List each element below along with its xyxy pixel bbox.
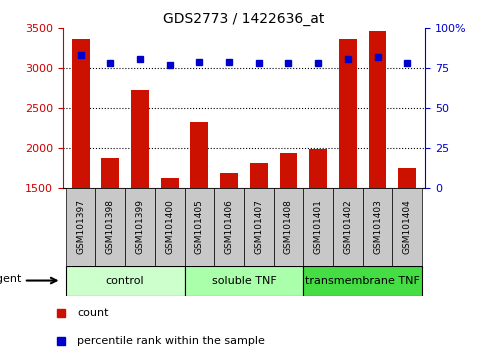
Text: GSM101406: GSM101406	[225, 199, 234, 254]
Text: GSM101403: GSM101403	[373, 199, 382, 254]
Bar	[125, 188, 155, 266]
Bar	[161, 178, 179, 307]
Bar	[309, 149, 327, 307]
Bar	[303, 188, 333, 266]
Text: GSM101407: GSM101407	[254, 199, 263, 254]
Text: percentile rank within the sample: percentile rank within the sample	[77, 336, 265, 347]
Title: GDS2773 / 1422636_at: GDS2773 / 1422636_at	[163, 12, 325, 26]
Text: GSM101399: GSM101399	[136, 199, 144, 254]
Bar	[155, 188, 185, 266]
Bar	[333, 188, 363, 266]
Text: GSM101408: GSM101408	[284, 199, 293, 254]
Text: agent: agent	[0, 274, 22, 284]
Bar	[369, 31, 386, 307]
Bar	[339, 40, 357, 307]
Bar	[250, 163, 268, 307]
Bar	[244, 188, 273, 266]
Text: GSM101405: GSM101405	[195, 199, 204, 254]
Bar	[363, 188, 392, 266]
Bar	[96, 188, 125, 266]
Bar	[131, 91, 149, 307]
Bar	[101, 158, 119, 307]
Bar	[185, 188, 214, 266]
Bar	[190, 121, 208, 307]
Bar	[392, 188, 422, 266]
Bar	[185, 266, 303, 296]
Text: GSM101402: GSM101402	[343, 199, 352, 254]
Bar	[66, 188, 96, 266]
Text: count: count	[77, 308, 109, 319]
Text: soluble TNF: soluble TNF	[212, 275, 276, 286]
Text: transmembrane TNF: transmembrane TNF	[305, 275, 420, 286]
Bar	[214, 188, 244, 266]
Bar	[71, 40, 89, 307]
Bar	[66, 266, 185, 296]
Text: control: control	[106, 275, 144, 286]
Text: GSM101404: GSM101404	[403, 199, 412, 254]
Text: GSM101401: GSM101401	[313, 199, 323, 254]
Text: GSM101398: GSM101398	[106, 199, 115, 254]
Bar	[220, 173, 238, 307]
Text: GSM101400: GSM101400	[165, 199, 174, 254]
Bar	[280, 153, 298, 307]
Bar	[273, 188, 303, 266]
Text: GSM101397: GSM101397	[76, 199, 85, 254]
Bar	[303, 266, 422, 296]
Bar	[398, 168, 416, 307]
